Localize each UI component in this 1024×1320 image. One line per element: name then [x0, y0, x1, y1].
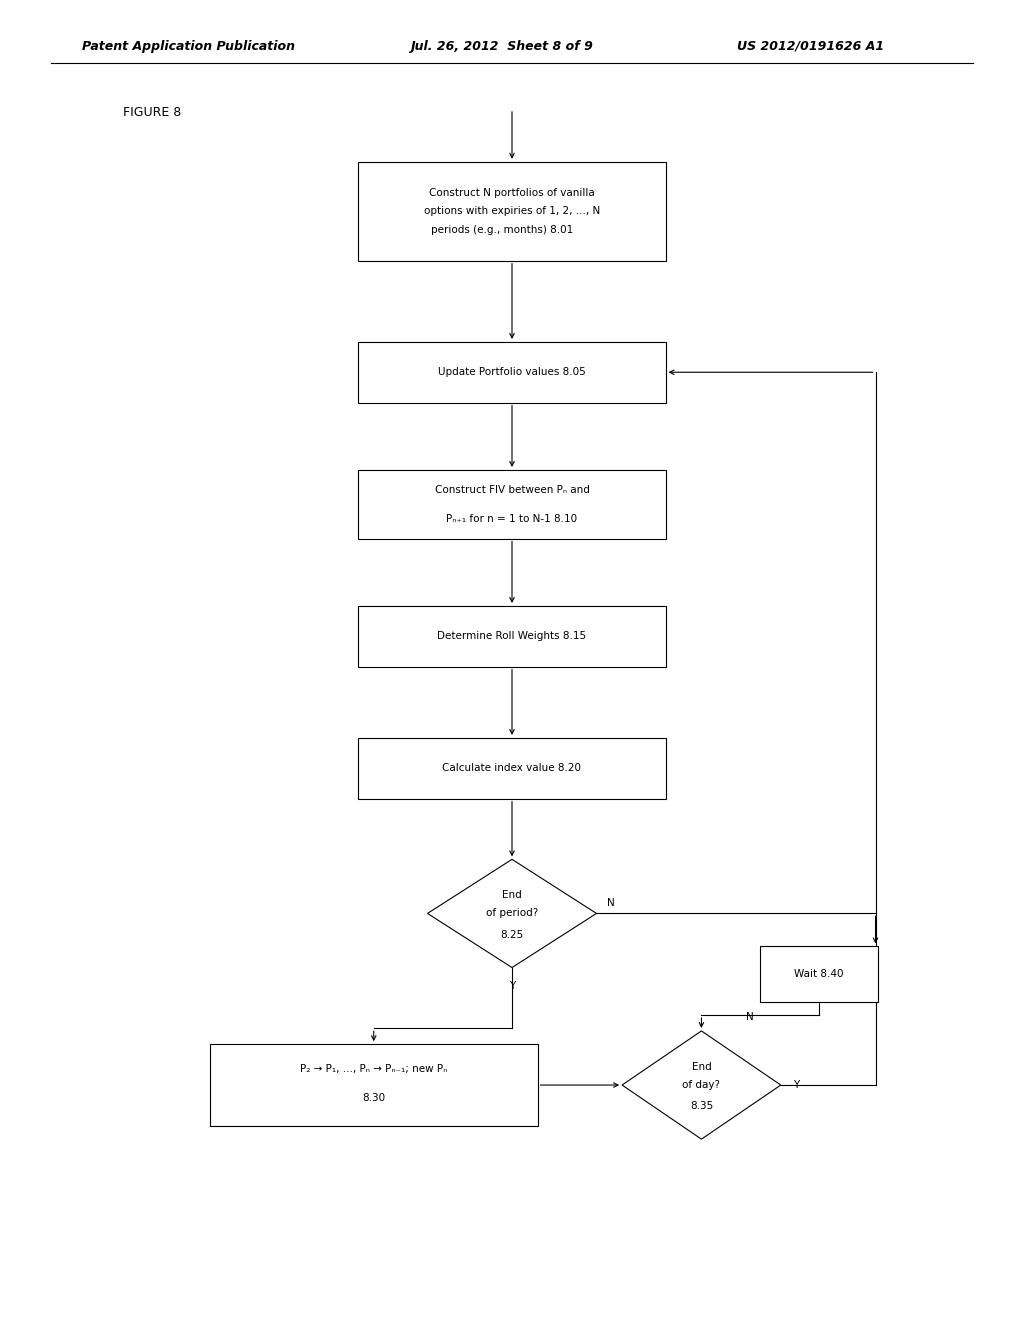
Text: options with expiries of 1, 2, ..., N: options with expiries of 1, 2, ..., N: [424, 206, 600, 216]
FancyBboxPatch shape: [210, 1044, 538, 1126]
Text: US 2012/0191626 A1: US 2012/0191626 A1: [737, 40, 885, 53]
FancyBboxPatch shape: [358, 342, 666, 403]
Text: of period?: of period?: [485, 908, 539, 919]
Text: FIGURE 8: FIGURE 8: [123, 106, 181, 119]
FancyBboxPatch shape: [760, 946, 879, 1002]
Text: Patent Application Publication: Patent Application Publication: [82, 40, 295, 53]
Text: Calculate index value 8.20: Calculate index value 8.20: [442, 763, 582, 774]
Polygon shape: [428, 859, 596, 968]
Text: N: N: [606, 898, 614, 908]
FancyBboxPatch shape: [358, 606, 666, 667]
Polygon shape: [623, 1031, 781, 1139]
FancyBboxPatch shape: [358, 738, 666, 799]
Text: of day?: of day?: [682, 1080, 721, 1090]
Text: Y: Y: [794, 1080, 800, 1090]
Text: periods (e.g., months) 8.01: periods (e.g., months) 8.01: [431, 224, 572, 235]
Text: 8.35: 8.35: [690, 1101, 713, 1111]
Text: 8.25: 8.25: [501, 929, 523, 940]
Text: Wait 8.40: Wait 8.40: [795, 969, 844, 979]
Text: End: End: [691, 1061, 712, 1072]
Text: 8.30: 8.30: [362, 1093, 385, 1104]
Text: Jul. 26, 2012  Sheet 8 of 9: Jul. 26, 2012 Sheet 8 of 9: [410, 40, 593, 53]
Text: N: N: [746, 1012, 754, 1023]
FancyBboxPatch shape: [358, 162, 666, 261]
Text: End: End: [502, 890, 522, 900]
Text: Pₙ₊₁ for n = 1 to N-1 8.10: Pₙ₊₁ for n = 1 to N-1 8.10: [446, 513, 578, 524]
Text: Y: Y: [509, 981, 515, 991]
Text: P₂ → P₁, ..., Pₙ → Pₙ₋₁; new Pₙ: P₂ → P₁, ..., Pₙ → Pₙ₋₁; new Pₙ: [300, 1064, 447, 1074]
Text: Construct N portfolios of vanilla: Construct N portfolios of vanilla: [429, 187, 595, 198]
Text: Update Portfolio values 8.05: Update Portfolio values 8.05: [438, 367, 586, 378]
Text: Construct FIV between Pₙ and: Construct FIV between Pₙ and: [434, 484, 590, 495]
FancyBboxPatch shape: [358, 470, 666, 539]
Text: Determine Roll Weights 8.15: Determine Roll Weights 8.15: [437, 631, 587, 642]
